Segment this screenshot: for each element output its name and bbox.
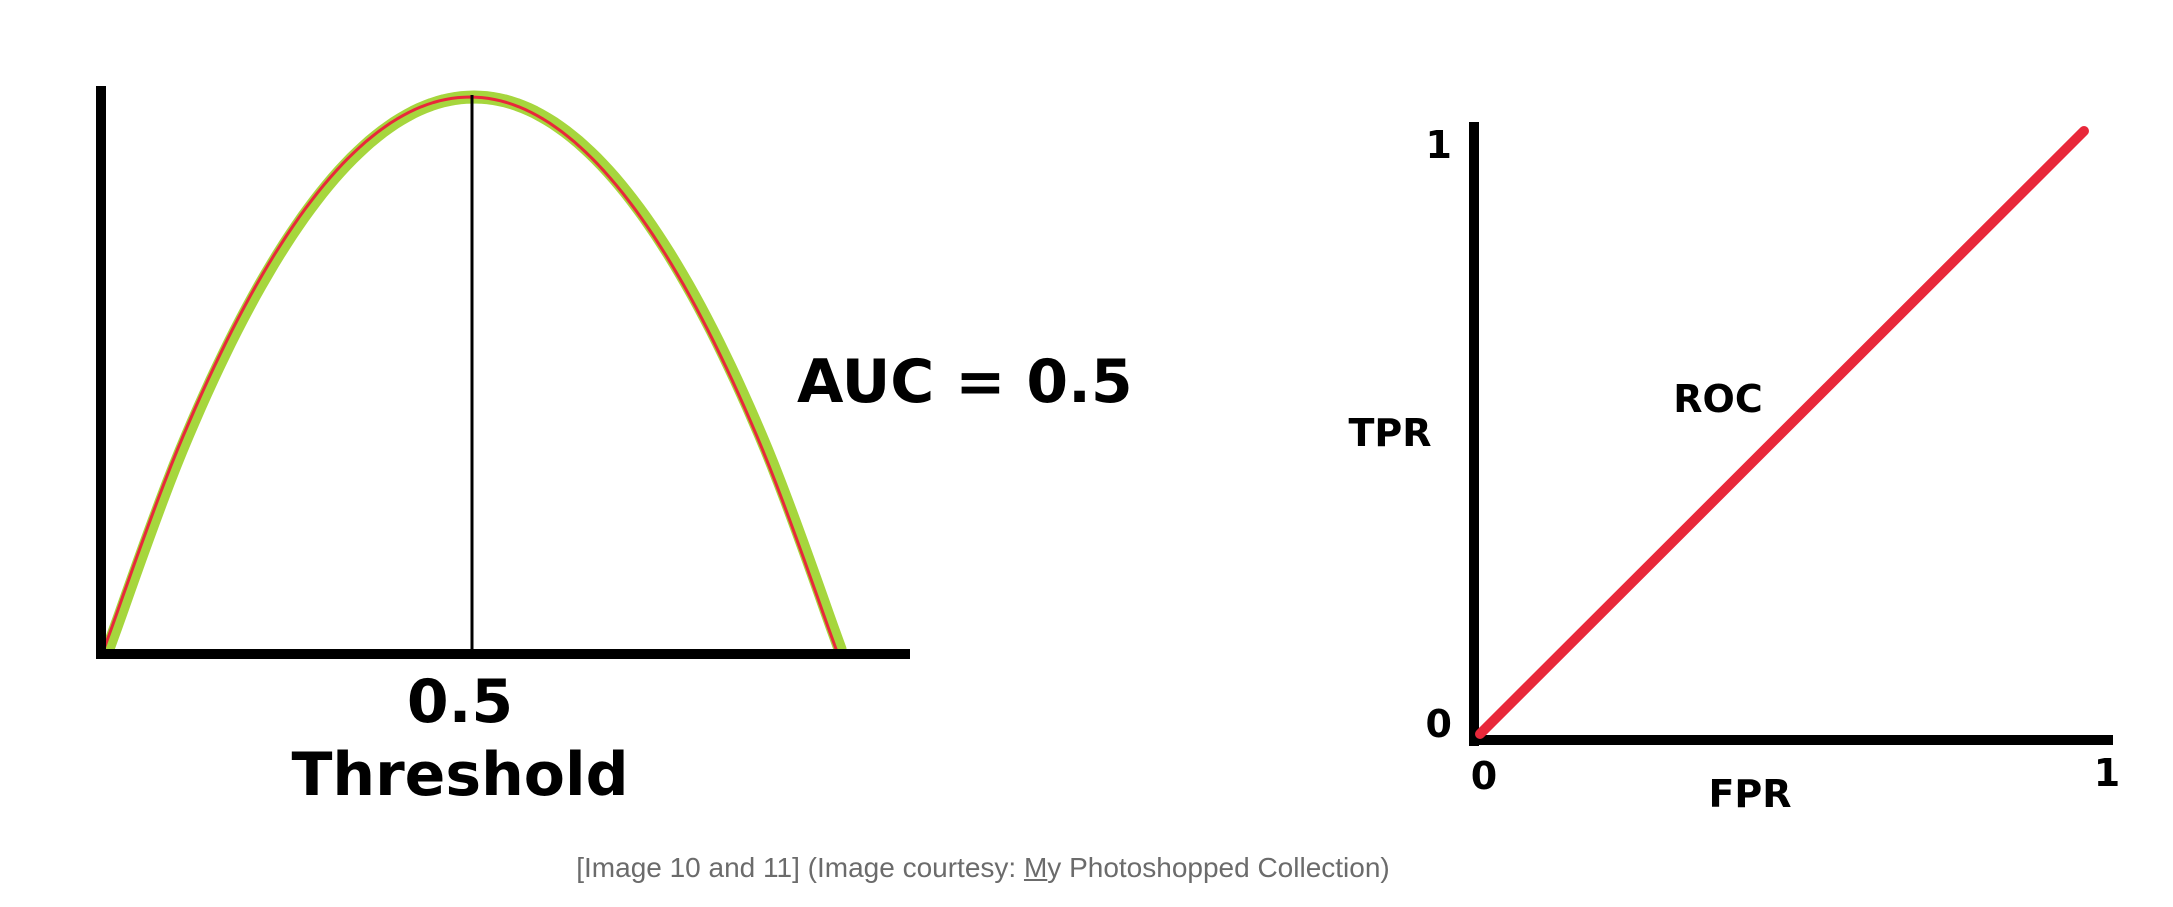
image-caption: [Image 10 and 11] (Image courtesy: My Ph…: [0, 852, 1966, 884]
x-tick-label-left: 0: [1471, 754, 1497, 798]
caption-suffix: y Photoshopped Collection): [1047, 852, 1390, 883]
caption-prefix: [Image 10 and 11] (Image courtesy:: [576, 852, 1024, 883]
x-axis-label: Threshold: [291, 740, 628, 810]
roc-chart: 1 0 0 1 TPR FPR ROC: [1348, 122, 2120, 816]
y-tick-label-bottom: 0: [1426, 702, 1452, 746]
y-tick-label-top: 1: [1426, 123, 1452, 167]
x-tick-label: 0.5: [407, 667, 513, 737]
y-axis-label: TPR: [1348, 411, 1431, 455]
x-tick-label-right: 1: [2094, 751, 2120, 795]
roc-curves: [1475, 126, 2089, 739]
caption-link[interactable]: M: [1023, 852, 1048, 883]
roc-annotation: ROC: [1673, 377, 1762, 421]
x-axis-label: FPR: [1708, 772, 1791, 816]
threshold-chart: 0.5 Threshold AUC = 0.5: [96, 86, 1133, 810]
roc-line: [1475, 126, 2089, 739]
threshold-curves: [101, 90, 847, 656]
threshold-curve-2: [102, 95, 838, 651]
auc-annotation: AUC = 0.5: [797, 347, 1133, 417]
